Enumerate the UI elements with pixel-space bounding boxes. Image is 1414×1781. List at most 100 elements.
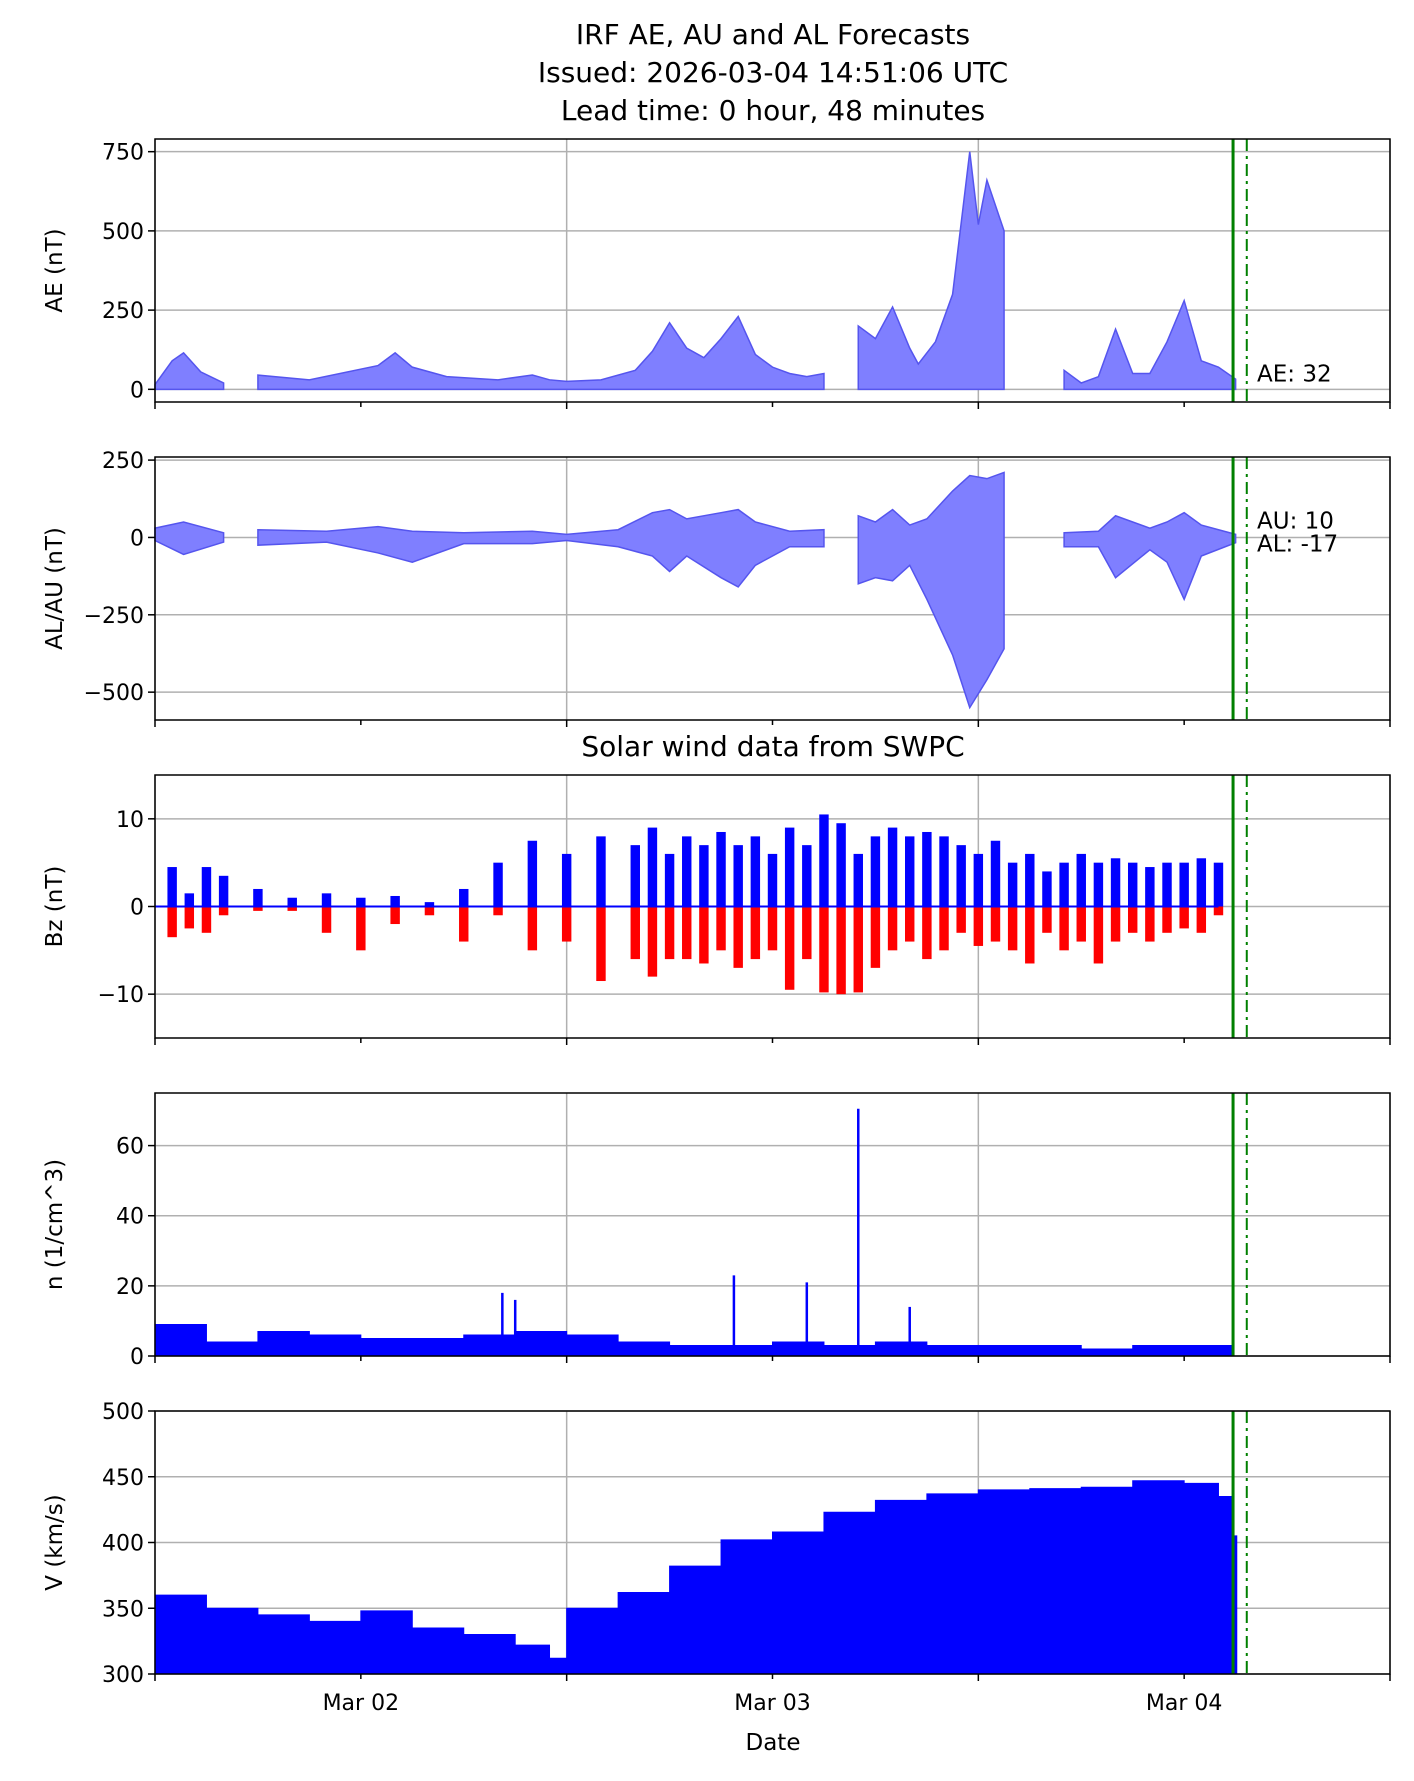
bz-bar-positive — [201, 867, 212, 907]
ae-area — [154, 351, 225, 391]
panel-frame — [154, 456, 1391, 721]
bz-panel: −10 0 10 Bz (nT) — [42, 774, 1391, 1045]
bz-bar-positive — [1076, 853, 1086, 907]
bz-bar-negative — [1059, 906, 1069, 951]
ae-area — [857, 151, 1005, 391]
y-tick-label: −250 — [84, 604, 144, 629]
y-axis-label: AL/AU (nT) — [42, 527, 68, 650]
bz-bar-negative — [1076, 906, 1086, 942]
bz-bar-positive — [527, 840, 538, 907]
figure-title: IRF AE, AU and AL Forecasts — [576, 18, 970, 51]
bz-bar-negative — [1162, 906, 1172, 933]
y-tick-label: 250 — [102, 299, 144, 324]
y-tick-label: 300 — [102, 1663, 144, 1688]
bz-bar-positive — [1145, 867, 1155, 907]
ae-area — [1063, 298, 1237, 391]
y-axis-label: V (km/s) — [42, 1494, 68, 1590]
x-tick-label: Mar 02 — [323, 1691, 400, 1716]
density-panel: 0 20 40 60 n (1/cm^3) — [42, 1092, 1391, 1370]
bz-bar-positive — [1025, 853, 1035, 907]
bz-bar-negative — [1213, 906, 1224, 916]
bz-bar-negative — [321, 906, 332, 933]
y-tick-label: 0 — [130, 526, 144, 551]
bz-bar-negative — [1145, 906, 1155, 942]
y-tick-label: −10 — [98, 983, 144, 1008]
bz-bar-positive — [321, 893, 332, 907]
speed-panel: 300 350 400 450 500 V (km/s) Mar 02 Mar 03 Mar 0… — [42, 1400, 1391, 1716]
bz-bar-negative — [493, 906, 503, 916]
bz-bar-positive — [647, 827, 658, 907]
bz-bar-positive — [819, 814, 829, 907]
y-tick-label: 500 — [102, 1400, 144, 1425]
figure-issued-line: Issued: 2026-03-04 14:51:06 UTC — [538, 56, 1008, 89]
ae-value-annotation: AE: 32 — [1257, 361, 1332, 387]
bz-bar-positive — [939, 836, 949, 907]
bz-bar-negative — [253, 906, 263, 911]
bz-bar-positive — [853, 853, 863, 907]
bz-bar-negative — [647, 906, 658, 977]
speed-area — [154, 1480, 1238, 1675]
bz-bar-negative — [1110, 906, 1121, 942]
al-au-area — [1063, 511, 1237, 602]
bz-bar-positive — [990, 840, 1001, 907]
bz-bar-positive — [390, 895, 400, 907]
bz-bar-negative — [596, 906, 606, 982]
y-tick-label: 350 — [102, 1597, 144, 1622]
bz-bar-positive — [630, 845, 640, 907]
bz-bar-positive — [561, 853, 572, 907]
y-tick-label: 400 — [102, 1532, 144, 1557]
bz-bar-negative — [887, 906, 898, 951]
bz-bar-negative — [287, 906, 297, 911]
y-tick-label: 40 — [116, 1205, 144, 1230]
x-tick-label: Mar 03 — [734, 1691, 811, 1716]
bz-bar-positive — [1127, 862, 1138, 907]
bz-bar-positive — [459, 888, 469, 907]
bz-bar-negative — [956, 906, 966, 933]
al-au-area — [857, 471, 1005, 710]
bz-bar-positive — [956, 845, 966, 907]
y-tick-label: 450 — [102, 1466, 144, 1491]
bz-bar-positive — [1059, 862, 1069, 907]
y-tick-label: 0 — [130, 378, 144, 403]
bz-bar-negative — [184, 906, 195, 929]
bz-bar-negative — [733, 906, 743, 968]
bz-bar-negative — [870, 906, 881, 968]
y-axis-label: AE (nT) — [42, 228, 68, 312]
bz-bar-negative — [1093, 906, 1104, 964]
density-area — [154, 1323, 1235, 1357]
bz-bar-positive — [596, 836, 606, 907]
au-value-annotation: AU: 10 — [1257, 508, 1334, 534]
bz-bar-positive — [905, 836, 915, 907]
bz-bar-negative — [682, 906, 692, 960]
bz-bar-negative — [716, 906, 726, 951]
bz-bar-negative — [784, 906, 795, 990]
bz-bar-positive — [1213, 862, 1224, 907]
bz-bar-positive — [682, 836, 692, 907]
bz-bar-positive — [664, 853, 675, 907]
bz-bar-negative — [939, 906, 949, 951]
y-tick-label: 500 — [102, 220, 144, 245]
figure-lead-time-line: Lead time: 0 hour, 48 minutes — [561, 94, 985, 127]
bz-bar-positive — [716, 831, 726, 907]
y-tick-label: 60 — [116, 1135, 144, 1160]
bz-bar-negative — [905, 906, 915, 942]
bz-bar-negative — [561, 906, 572, 942]
bz-bar-negative — [1196, 906, 1207, 933]
y-axis-label: n (1/cm^3) — [42, 1159, 68, 1290]
bz-bar-negative — [630, 906, 640, 960]
bz-bar-negative — [201, 906, 212, 933]
bz-bar-positive — [1179, 862, 1189, 907]
bz-bar-negative — [802, 906, 812, 960]
bz-bar-negative — [167, 906, 177, 938]
bz-bar-negative — [390, 906, 400, 925]
ae-area — [257, 314, 825, 391]
bz-bar-positive — [167, 867, 177, 907]
bz-bar-negative — [1179, 906, 1189, 929]
x-axis-label: Date — [746, 1730, 801, 1756]
bz-bar-positive — [356, 897, 366, 907]
bz-bar-negative — [356, 906, 366, 951]
bz-bar-positive — [887, 827, 898, 907]
al-au-area — [154, 521, 225, 556]
